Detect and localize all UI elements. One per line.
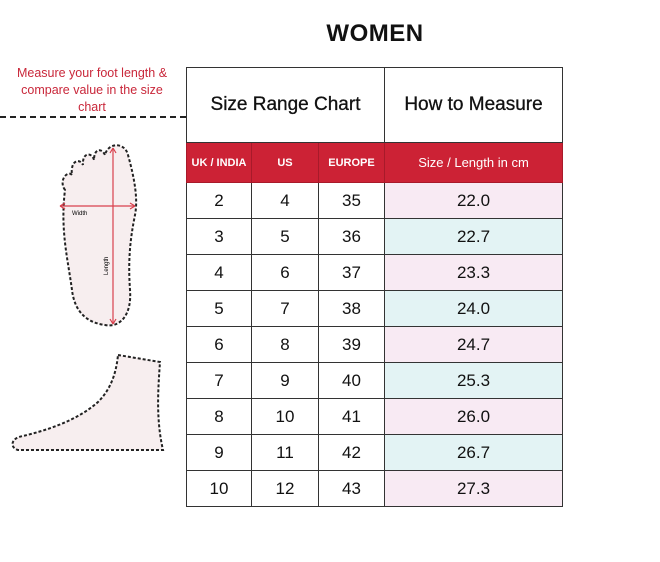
foot-sole-diagram: Width Length (59, 144, 138, 327)
length-cell: 24.0 (384, 290, 563, 327)
table-row: 7 9 40 25.3 (186, 362, 563, 399)
size-chart-table: Size Range Chart How to Measure UK / IND… (186, 67, 563, 507)
us-cell: 11 (251, 434, 319, 471)
dashed-divider (0, 116, 186, 118)
length-cell: 26.7 (384, 434, 563, 471)
column-header-length: Size / Length in cm (384, 142, 563, 183)
table-row: 9 11 42 26.7 (186, 434, 563, 471)
europe-cell: 36 (318, 218, 385, 255)
europe-cell: 39 (318, 326, 385, 363)
uk-india-cell: 4 (186, 254, 252, 291)
length-label: Length (104, 257, 110, 275)
length-cell: 23.3 (384, 254, 563, 291)
column-header-us: US (251, 142, 319, 183)
length-cell: 26.0 (384, 398, 563, 435)
size-range-chart-header: Size Range Chart (186, 67, 385, 143)
instruction-text: Measure your foot length & compare value… (16, 66, 168, 114)
table-row: 4 6 37 23.3 (186, 254, 563, 291)
uk-india-cell: 7 (186, 362, 252, 399)
us-cell: 7 (251, 290, 319, 327)
europe-cell: 41 (318, 398, 385, 435)
table-row: 2 4 35 22.0 (186, 182, 563, 219)
width-label: Width (72, 211, 87, 217)
us-cell: 6 (251, 254, 319, 291)
europe-cell: 43 (318, 470, 385, 507)
uk-india-cell: 3 (186, 218, 252, 255)
length-cell: 22.7 (384, 218, 563, 255)
page-title: WOMEN (326, 20, 424, 47)
column-header-europe: EUROPE (318, 142, 385, 183)
length-cell: 25.3 (384, 362, 563, 399)
uk-india-cell: 10 (186, 470, 252, 507)
us-cell: 5 (251, 218, 319, 255)
us-cell: 9 (251, 362, 319, 399)
europe-cell: 37 (318, 254, 385, 291)
uk-india-cell: 9 (186, 434, 252, 471)
uk-india-cell: 6 (186, 326, 252, 363)
table-row: 5 7 38 24.0 (186, 290, 563, 327)
europe-cell: 35 (318, 182, 385, 219)
us-cell: 12 (251, 470, 319, 507)
table-row: 6 8 39 24.7 (186, 326, 563, 363)
table-row: 3 5 36 22.7 (186, 218, 563, 255)
uk-india-cell: 2 (186, 182, 252, 219)
length-cell: 27.3 (384, 470, 563, 507)
us-cell: 8 (251, 326, 319, 363)
us-cell: 10 (251, 398, 319, 435)
uk-india-cell: 5 (186, 290, 252, 327)
foot-side-diagram (11, 353, 165, 451)
length-cell: 24.7 (384, 326, 563, 363)
europe-cell: 42 (318, 434, 385, 471)
europe-cell: 40 (318, 362, 385, 399)
uk-india-cell: 8 (186, 398, 252, 435)
europe-cell: 38 (318, 290, 385, 327)
us-cell: 4 (251, 182, 319, 219)
column-header-uk-india: UK / INDIA (186, 142, 252, 183)
length-cell: 22.0 (384, 182, 563, 219)
how-to-measure-header: How to Measure (384, 67, 563, 143)
table-row: 8 10 41 26.0 (186, 398, 563, 435)
table-row: 10 12 43 27.3 (186, 470, 563, 507)
